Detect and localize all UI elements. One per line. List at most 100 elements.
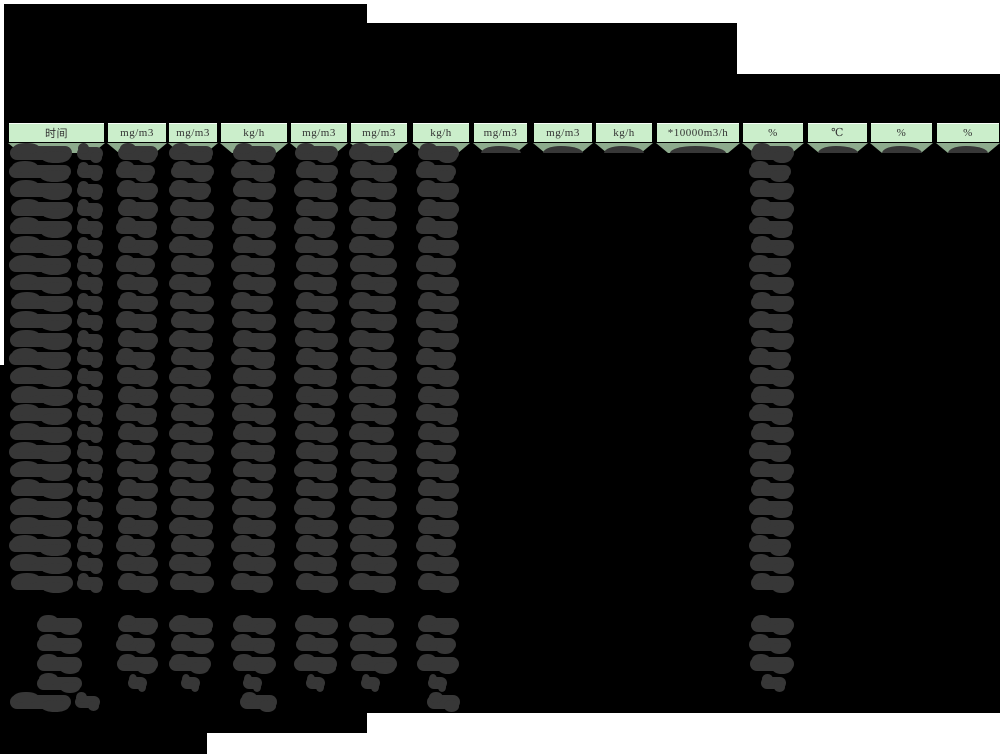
redacted-value xyxy=(117,653,158,674)
redacted-timestamp xyxy=(9,404,72,425)
redacted-value xyxy=(294,273,338,294)
unit-header-cell-13: ℃ xyxy=(807,122,868,143)
redacted-value xyxy=(750,367,794,387)
redacted-value xyxy=(232,498,276,518)
redacted-timestamp xyxy=(9,498,72,518)
redacted-value xyxy=(351,273,397,294)
redacted-timestamp xyxy=(77,236,103,257)
redacted-value xyxy=(232,404,276,425)
redacted-value xyxy=(417,367,459,387)
redacted-value xyxy=(750,329,794,350)
redacted-value xyxy=(168,180,211,200)
redacted-value xyxy=(294,180,338,200)
redacted-value xyxy=(117,554,158,574)
redacted-value xyxy=(418,385,459,406)
unit-header-cell-10: kg/h xyxy=(595,122,653,143)
redacted-value xyxy=(748,634,791,654)
redacted-timestamp xyxy=(77,199,103,219)
redacted-value xyxy=(417,423,459,443)
redacted-timestamp xyxy=(77,274,103,294)
redacted-timestamp xyxy=(10,236,73,256)
redacted-value xyxy=(349,479,397,499)
redacted-value xyxy=(295,236,338,256)
redacted-value xyxy=(117,516,158,537)
redacted-value xyxy=(117,180,158,200)
redacted-value xyxy=(293,217,335,238)
redacted-value xyxy=(169,516,214,537)
redacted-value xyxy=(750,142,794,163)
redacted-value xyxy=(171,217,214,238)
redacted-timestamp xyxy=(10,198,73,219)
redacted-value xyxy=(350,404,397,425)
redacted-value xyxy=(295,572,338,593)
redacted-value xyxy=(750,273,794,294)
unit-header-cell-12: % xyxy=(742,122,804,143)
redacted-value xyxy=(351,653,397,674)
redacted-value xyxy=(418,198,459,219)
redacted-value xyxy=(350,254,397,275)
redacted-value xyxy=(117,423,158,443)
redacted-timestamp xyxy=(9,161,72,181)
redacted-value xyxy=(115,634,155,654)
redacted-value xyxy=(351,460,397,481)
redacted-value xyxy=(348,329,394,350)
redacted-timestamp xyxy=(10,516,73,537)
redacted-value xyxy=(417,653,459,674)
redacted-value xyxy=(349,198,397,219)
redacted-value xyxy=(416,217,459,238)
redacted-value xyxy=(115,348,155,368)
redacted-value xyxy=(233,329,276,350)
redacted-timestamp xyxy=(77,330,103,350)
redacted-value xyxy=(231,254,276,275)
redacted-value xyxy=(294,367,338,387)
redacted-value xyxy=(296,348,338,368)
redacted-limit-label xyxy=(10,691,71,712)
redacted-value xyxy=(168,273,211,294)
redacted-value xyxy=(295,614,338,635)
redacted-value xyxy=(417,180,459,200)
redacted-timestamp xyxy=(77,479,103,500)
redacted-value xyxy=(296,254,338,275)
redaction-block-5 xyxy=(0,713,367,733)
redacted-value xyxy=(293,404,335,425)
redacted-value xyxy=(348,142,394,163)
redacted-value xyxy=(296,634,338,654)
redacted-value xyxy=(748,441,791,462)
redacted-value xyxy=(117,329,158,350)
redacted-value xyxy=(232,311,276,331)
unit-header-cell-8: mg/m3 xyxy=(473,122,528,143)
redaction-block-4 xyxy=(0,365,1000,713)
redacted-value xyxy=(349,572,397,593)
redacted-value xyxy=(415,441,456,462)
redacted-value xyxy=(170,572,214,593)
redacted-value xyxy=(232,367,276,387)
redacted-value xyxy=(232,217,276,238)
redacted-value xyxy=(233,516,276,537)
redacted-value xyxy=(415,634,456,654)
redacted-value xyxy=(750,460,794,481)
redacted-value xyxy=(243,673,262,692)
redacted-value xyxy=(233,236,276,256)
redacted-timestamp xyxy=(10,572,73,593)
redacted-value xyxy=(750,614,794,635)
redacted-value xyxy=(115,254,155,275)
redacted-timestamp xyxy=(9,535,72,555)
redacted-value xyxy=(169,142,214,163)
redacted-value xyxy=(417,329,459,350)
redacted-value xyxy=(417,614,459,635)
redacted-value-top xyxy=(604,146,644,153)
redacted-value xyxy=(348,614,394,635)
redacted-value xyxy=(349,385,397,406)
redacted-value xyxy=(348,423,394,443)
redacted-value xyxy=(296,161,338,181)
redacted-value xyxy=(230,385,273,406)
unit-header-cell-9: mg/m3 xyxy=(533,122,593,143)
redacted-value xyxy=(348,236,394,256)
redacted-timestamp xyxy=(77,498,103,519)
unit-header-cell-6: mg/m3 xyxy=(350,122,408,143)
redacted-value xyxy=(750,423,794,443)
redacted-value xyxy=(295,423,338,443)
redacted-summary-label xyxy=(37,614,82,635)
redacted-value xyxy=(117,236,158,256)
